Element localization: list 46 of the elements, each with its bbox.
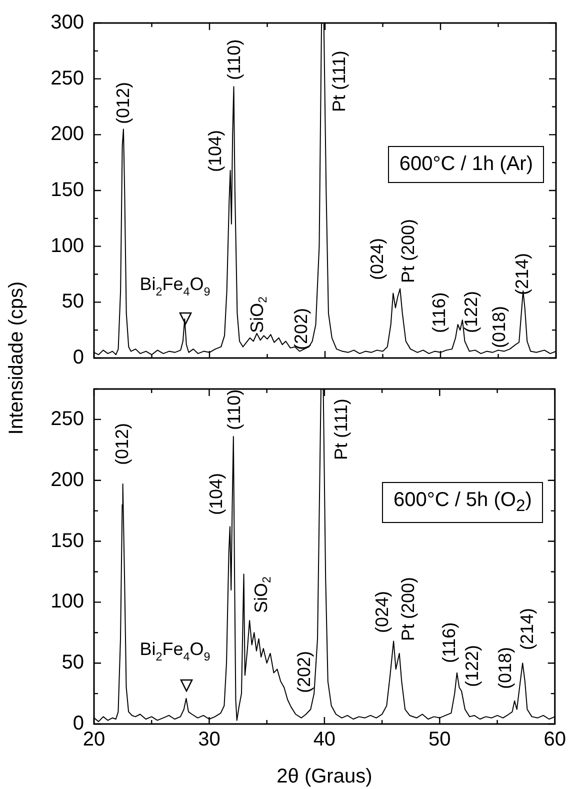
- annotation: (202): [290, 308, 311, 350]
- x-tick-label: 20: [82, 728, 106, 751]
- x-tick-label: 30: [198, 728, 220, 751]
- annotation: SiO2: [246, 296, 270, 333]
- y-tick-label: 200: [50, 123, 84, 146]
- annotation: 600°C / 1h (Ar): [388, 146, 544, 183]
- annotation: (104): [204, 130, 225, 172]
- annotation: (116): [438, 622, 459, 663]
- x-tick-label: 60: [544, 728, 566, 751]
- annotation: (024): [366, 238, 387, 280]
- y-tick-label: 250: [50, 408, 84, 430]
- annotation: (012): [112, 422, 132, 465]
- annotation: (110): [224, 39, 244, 80]
- annotation: (024): [372, 590, 392, 633]
- annotation: (018): [488, 306, 509, 348]
- x-axis-title: 2θ (Graus): [276, 766, 372, 788]
- y-axis-title: Intensidade (cps): [6, 281, 28, 435]
- x-tick-label: 40: [313, 728, 336, 751]
- annotation: Pt (111): [330, 398, 351, 460]
- annotation: (122): [460, 290, 481, 333]
- annotation: (202): [294, 650, 314, 693]
- annotation: Pt (111): [328, 50, 349, 112]
- annotation: (122): [462, 644, 482, 687]
- annotation: (018): [494, 646, 515, 689]
- annotation: SiO2: [250, 576, 274, 613]
- y-tick-label: 200: [50, 468, 84, 491]
- annotation: (116): [428, 292, 449, 333]
- y-tick-label: 100: [50, 590, 84, 613]
- annotation: (012): [112, 82, 133, 124]
- y-tick-label: 50: [62, 290, 84, 313]
- y-tick-label: 50: [62, 652, 84, 674]
- y-tick-label: 250: [50, 67, 84, 90]
- annotation: (104): [206, 472, 226, 515]
- x-tick-label: 50: [428, 728, 451, 751]
- y-tick-label: 0: [72, 712, 84, 735]
- annotation: (214): [516, 608, 537, 650]
- annotation: 600°C / 5h (O$_{2}$): [382, 482, 543, 523]
- y-tick-label: 150: [50, 179, 84, 202]
- y-tick-label: 0: [72, 346, 84, 369]
- annotation: (110): [224, 389, 244, 430]
- y-tick-label: 150: [50, 530, 84, 552]
- annotation: Pt (200): [398, 576, 418, 641]
- annotation: Pt (200): [398, 218, 418, 283]
- y-tick-label: 300: [50, 12, 84, 34]
- y-tick-label: 100: [50, 234, 84, 257]
- annotation: (214): [512, 252, 532, 295]
